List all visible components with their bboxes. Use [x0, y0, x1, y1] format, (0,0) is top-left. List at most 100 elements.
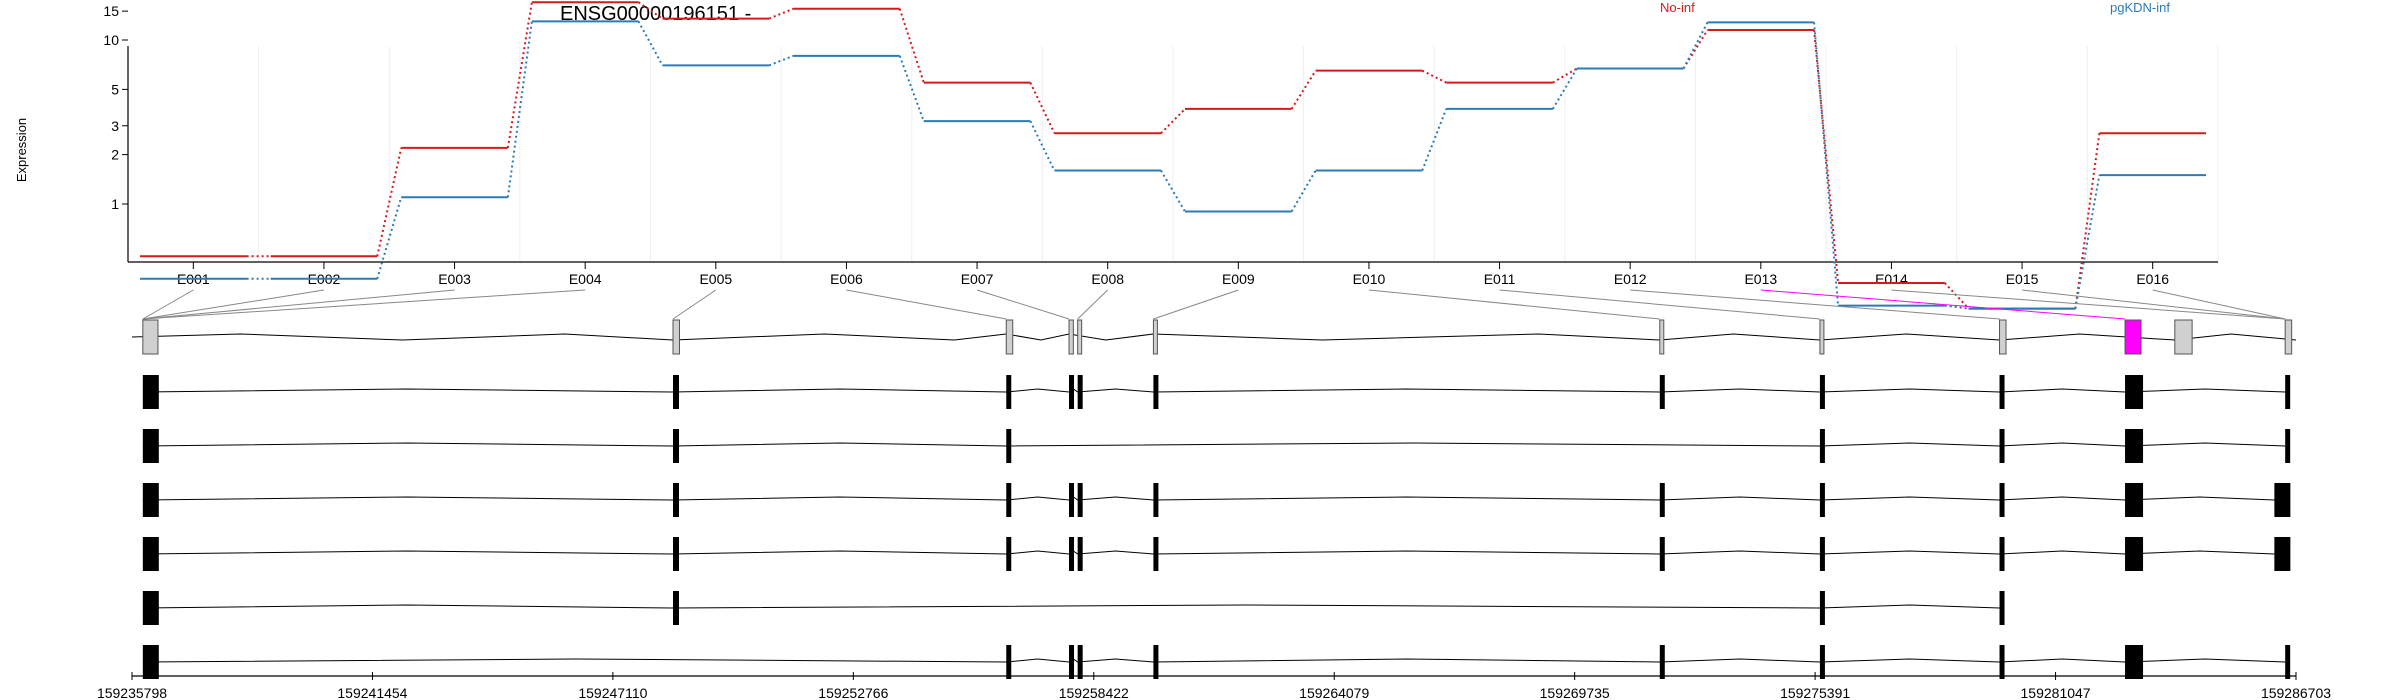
gene-exon	[1659, 319, 1665, 355]
genomic-tick-label: 159286703	[2261, 685, 2331, 700]
exon-label: E003	[438, 271, 471, 287]
series-connector	[898, 55, 925, 122]
transcript-exon	[1069, 483, 1075, 517]
transcript-exon	[142, 375, 159, 409]
gene-exon	[2284, 319, 2293, 355]
transcript-exon	[1153, 483, 1159, 517]
transcript-exon	[1819, 483, 1825, 517]
series-connector	[1160, 108, 1186, 134]
exon-label: E015	[2006, 271, 2039, 287]
transcript-exon	[673, 537, 679, 571]
gene-exon	[672, 319, 680, 355]
transcript-exon	[1819, 645, 1825, 679]
gene-exon	[1068, 319, 1074, 355]
transcript-exon	[673, 375, 679, 409]
transcript-intron	[142, 388, 2286, 393]
exon-connector	[1630, 289, 2000, 320]
series-connector	[637, 20, 664, 66]
legend-label-no-inf: No-inf	[1660, 0, 1695, 15]
transcript-exon	[2285, 375, 2291, 409]
transcript-intron	[142, 442, 2286, 447]
exon-label: E010	[1353, 271, 1386, 287]
exon-label: E006	[830, 271, 863, 287]
y-tick-label: 2	[111, 147, 119, 163]
series-connector	[1029, 82, 1056, 134]
legend-label-pgkdn-inf: pgKDN-inf	[2110, 0, 2170, 15]
transcript-exon	[1006, 429, 1012, 463]
exon-connector	[142, 289, 194, 320]
transcript-exon	[1006, 537, 1012, 571]
transcript-exon	[1153, 375, 1159, 409]
transcript-exon	[1006, 483, 1012, 517]
exon-label: E008	[1091, 271, 1124, 287]
series-connector	[1682, 21, 1709, 69]
y-tick-label: 3	[111, 118, 119, 134]
transcript-exon	[1819, 591, 1825, 625]
genomic-tick-label: 159241454	[337, 685, 407, 700]
transcript-exon	[1077, 537, 1083, 571]
genomic-tick-label: 159264079	[1299, 685, 1369, 700]
genomic-tick-label: 159247110	[578, 685, 647, 700]
exon-connector	[1499, 289, 1820, 320]
exon-label: E014	[1875, 271, 1908, 287]
exon-label: E011	[1484, 271, 1516, 287]
transcript-exon	[1819, 429, 1825, 463]
y-axis-label: Expression	[14, 118, 29, 182]
transcript-exon	[1999, 645, 2005, 679]
gene-exon	[1005, 319, 1014, 355]
transcript-intron	[142, 604, 2000, 609]
transcript-exon	[673, 483, 679, 517]
highlighted-exon	[2124, 319, 2142, 355]
transcript-exon	[2274, 483, 2291, 517]
transcript-tracks	[142, 375, 2291, 679]
genomic-tick-label: 159252766	[818, 685, 888, 700]
transcript-exon	[142, 591, 159, 625]
exon-label: E005	[699, 271, 732, 287]
series-connector	[1944, 282, 1970, 310]
exon-label: E012	[1614, 271, 1647, 287]
transcript-exon	[2125, 645, 2144, 679]
exon-label: E009	[1222, 271, 1255, 287]
exon-label: E007	[961, 271, 994, 287]
transcript-exon	[1999, 483, 2005, 517]
transcript-exon	[2125, 537, 2144, 571]
genomic-tick-label: 159275391	[1780, 685, 1850, 700]
transcript-exon	[1006, 375, 1012, 409]
gene-model-track	[131, 319, 2297, 355]
series-connector	[376, 147, 403, 257]
transcript-row	[142, 483, 2291, 517]
y-tick-label: 5	[111, 81, 119, 97]
transcript-exon	[2274, 537, 2291, 571]
transcript-exon	[1659, 483, 1665, 517]
series-connector	[768, 7, 794, 20]
transcript-exon	[1077, 375, 1083, 409]
intron-line	[131, 333, 2297, 341]
transcript-exon	[1819, 375, 1825, 409]
transcript-intron	[142, 658, 2286, 663]
transcript-exon	[1659, 537, 1665, 571]
genomic-tick-label: 159281047	[2021, 685, 2091, 700]
transcript-row	[142, 645, 2291, 679]
transcript-exon	[1069, 537, 1075, 571]
transcript-exon	[142, 429, 159, 463]
transcript-row	[142, 591, 2005, 625]
transcript-intron	[142, 496, 2275, 501]
exon-connector	[1077, 289, 1109, 320]
series-1	[140, 20, 2206, 310]
transcript-exon	[1006, 645, 1012, 679]
transcript-exon	[1659, 645, 1665, 679]
transcript-exon	[1999, 537, 2005, 571]
y-tick-label: 1	[111, 196, 119, 212]
transcript-exon	[1153, 537, 1159, 571]
transcript-intron	[142, 550, 2275, 555]
transcript-exon	[1999, 375, 2005, 409]
gene-exon	[1999, 319, 2007, 355]
transcript-exon	[2285, 429, 2291, 463]
transcript-exon	[2285, 645, 2291, 679]
series-connector	[1029, 120, 1056, 171]
gene-exon	[1819, 319, 1825, 355]
exon-connector	[142, 289, 586, 320]
transcript-exon	[1999, 591, 2005, 625]
exon-connector	[976, 289, 1070, 320]
